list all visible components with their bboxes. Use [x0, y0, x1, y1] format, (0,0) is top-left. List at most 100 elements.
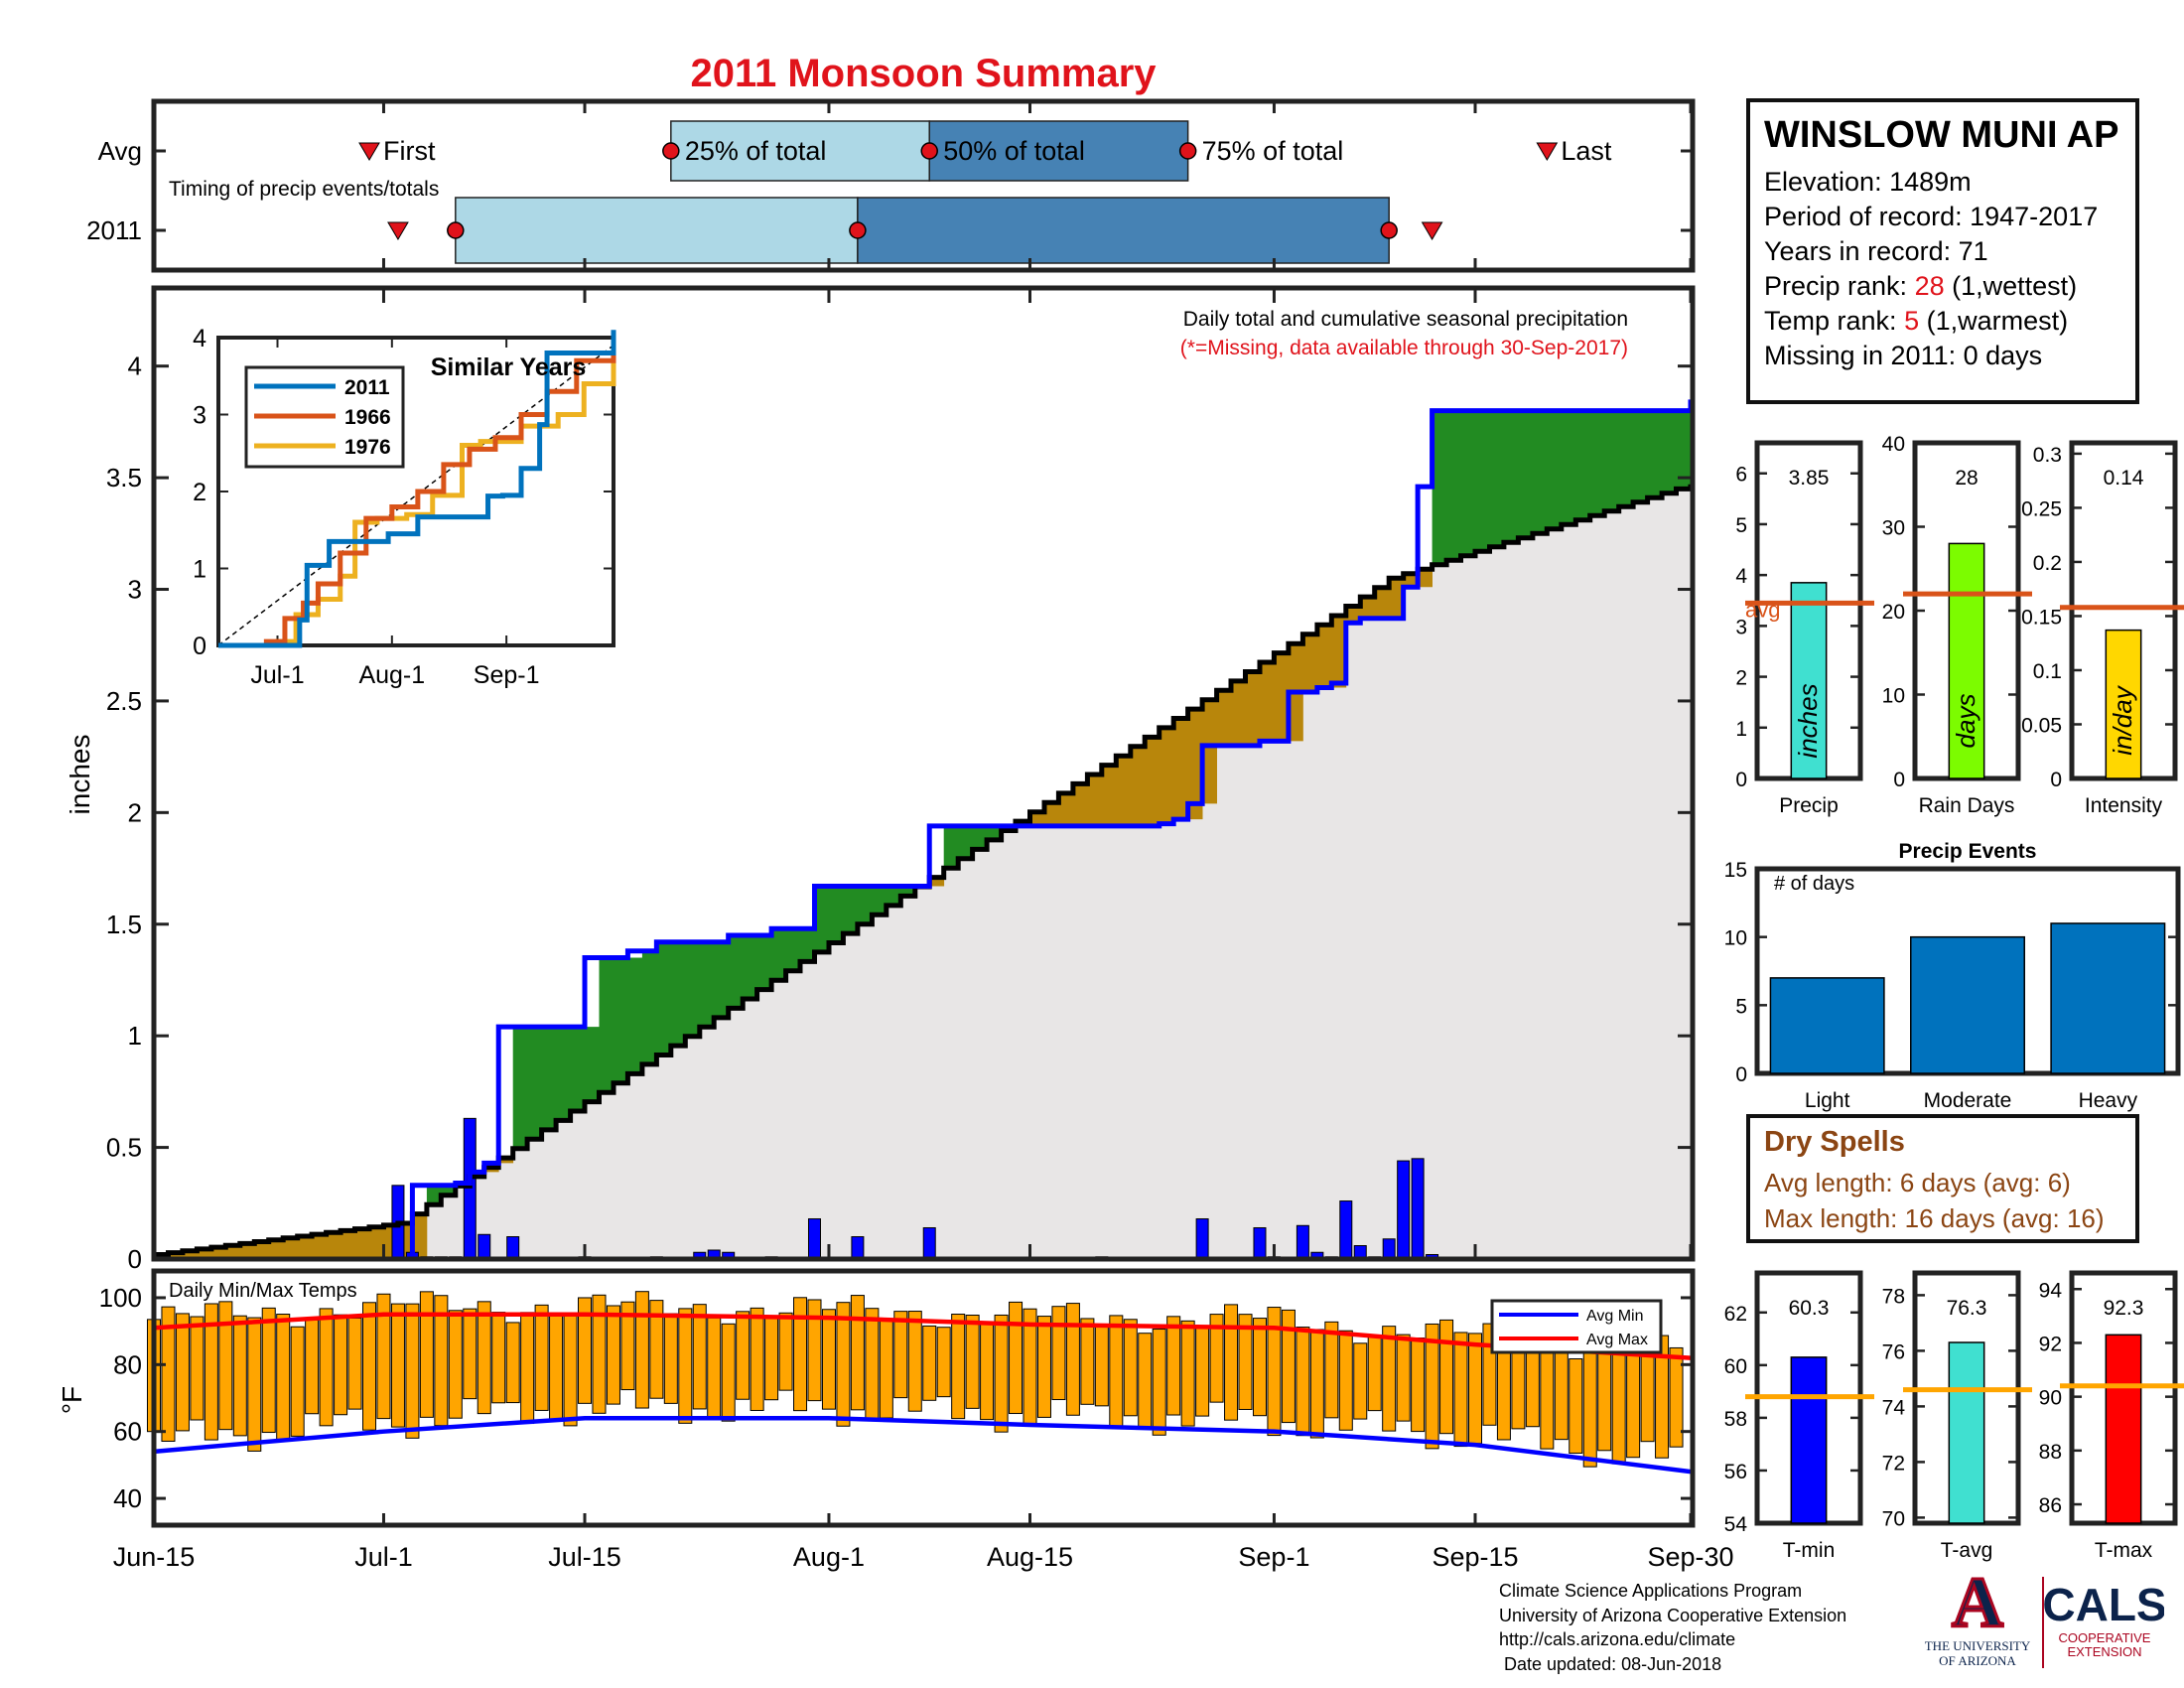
inset-legend-label: 1976 [344, 436, 391, 459]
daily-temp-bar [879, 1318, 893, 1419]
daily-precip-bar [1296, 1224, 1309, 1260]
daily-temp-bar [793, 1297, 808, 1412]
timing-year-q1-box [455, 197, 859, 264]
daily-temp-bar [534, 1304, 549, 1411]
daily-temp-bar [578, 1297, 593, 1404]
university-logo: A THE UNIVERSITY OF ARIZONA CALS COOPERA… [1925, 1569, 2164, 1668]
daily-temp-bar [994, 1314, 1009, 1433]
date-tick-label: Sep-1 [1238, 1542, 1309, 1572]
arizona-a-icon: A [1952, 1569, 2003, 1642]
daily-temp-bar [1367, 1335, 1382, 1412]
daily-temp-bar [390, 1303, 405, 1428]
timing-year-last-marker [1421, 221, 1443, 240]
daily-temp-bar [980, 1324, 995, 1421]
daily-precip-bar [1195, 1218, 1209, 1260]
logo-university-line-2: OF ARIZONA [1939, 1653, 2016, 1668]
date-tick-label: Jun-15 [113, 1542, 196, 1572]
daily-temp-bar [232, 1315, 247, 1437]
tavg-stat-bar [1948, 1341, 1985, 1524]
timing-avg-percentile-marker-1 [662, 142, 680, 160]
daily-precip-bar [1397, 1160, 1411, 1260]
tavg-stat-ytick-label: 70 [1882, 1507, 1905, 1530]
cumulative-ytick-label: 4 [128, 352, 142, 381]
date-tick-label: Sep-30 [1647, 1542, 1733, 1572]
cumulative-ytick-label: 0.5 [106, 1133, 142, 1163]
tmax-stat-ytick-label: 92 [2039, 1333, 2062, 1355]
daily-temp-bar [1152, 1329, 1166, 1436]
tmin-stat-xlabel: T-min [1783, 1539, 1836, 1562]
daily-temp-bar [764, 1317, 779, 1401]
daily-temp-bar [1166, 1316, 1181, 1416]
intensity-stat-ytick-label: 0 [2050, 769, 2062, 791]
timing-year-q2-box [857, 197, 1390, 264]
temps-ytick-label: 80 [113, 1349, 142, 1379]
tavg-stat-value-label: 76.3 [1947, 1297, 1987, 1320]
intensity-stat-value-label: 0.14 [2104, 467, 2144, 490]
daily-temp-bar [1467, 1333, 1483, 1445]
station-name: WINSLOW MUNI AP [1764, 114, 2119, 156]
daily-temp-bar [549, 1313, 564, 1421]
timing-year-label: 2011 [86, 215, 142, 245]
daily-temp-bar [1453, 1332, 1468, 1448]
daily-temp-bar [1138, 1333, 1153, 1429]
timing-year-first-marker [387, 221, 409, 240]
daily-temp-bar [649, 1300, 664, 1399]
daily-precip-bar [807, 1218, 821, 1260]
daily-temp-bar [1309, 1329, 1324, 1439]
tmin-stat-ytick-label: 54 [1724, 1513, 1748, 1536]
raindays-stat-value-label: 28 [1955, 467, 1978, 490]
tmin-stat-ytick-label: 60 [1724, 1355, 1747, 1378]
inset-ytick-label: 4 [193, 325, 206, 352]
daily-temp-bar [1296, 1327, 1310, 1437]
precip-events-bar [1769, 977, 1885, 1074]
daily-temp-bar [678, 1308, 693, 1424]
inset-ytick-label: 3 [193, 402, 206, 430]
daily-temp-bar [1525, 1343, 1540, 1428]
missing-days: Missing in 2011: 0 days [1764, 341, 2043, 370]
tmin-stat-ytick-label: 56 [1724, 1461, 1747, 1483]
daily-temp-bar [448, 1310, 463, 1419]
daily-temp-bar [305, 1319, 320, 1415]
intensity-stat-ytick-label: 0.2 [2033, 552, 2062, 575]
timing-p25-label: 25% of total [685, 136, 827, 166]
credits-line-3: http://cals.arizona.edu/climate [1499, 1629, 1736, 1649]
timing-year-percentile-marker-3 [1380, 221, 1398, 239]
daily-temp-bar [606, 1305, 620, 1405]
daily-temp-bar [707, 1317, 722, 1421]
daily-temp-bar [1611, 1350, 1626, 1465]
daily-temp-bar [204, 1303, 218, 1441]
precip-rank-suffix: (1,wettest) [1944, 271, 2078, 301]
daily-temp-bar [1109, 1315, 1124, 1428]
cumulative-ytick-label: 3 [128, 575, 142, 605]
tmax-stat-ytick-label: 88 [2039, 1441, 2062, 1464]
raindays-stat-xlabel: Rain Days [1919, 794, 2015, 817]
daily-temp-bar [1281, 1309, 1296, 1424]
avg-max-temp-line [153, 1312, 1692, 1360]
precip-stat-avg-label: avg [1745, 597, 1780, 622]
daily-temp-bar [405, 1303, 420, 1439]
daily-temp-bar [907, 1311, 922, 1412]
daily-temp-bar [1036, 1316, 1051, 1418]
logo-cals: CALS [2042, 1579, 2164, 1630]
credits-line-4: Date updated: 08-Jun-2018 [1499, 1653, 1722, 1674]
daily-precip-bar [1339, 1200, 1353, 1260]
daily-temp-bar [836, 1302, 851, 1427]
daily-temp-bar [692, 1304, 707, 1410]
dry-spells-max: Max length: 16 days (avg: 16) [1764, 1203, 2105, 1233]
daily-temp-bar [376, 1293, 391, 1420]
cumulative-ytick-label: 1.5 [106, 910, 142, 939]
tmax-stat-value-label: 92.3 [2104, 1297, 2144, 1320]
timing-first-label: First [383, 136, 436, 166]
inset-ytick-label: 1 [193, 556, 206, 584]
daily-temp-bar [936, 1327, 951, 1398]
daily-temp-bar [276, 1314, 291, 1441]
daily-precip-bar [463, 1117, 477, 1260]
date-tick-label: Jul-1 [354, 1542, 413, 1572]
daily-temp-bar [663, 1313, 678, 1404]
inset-xtick-label: Sep-1 [474, 661, 540, 689]
tavg-stat-xlabel: T-avg [1941, 1539, 1993, 1562]
temps-legend-max-label: Avg Max [1586, 1332, 1648, 1348]
daily-temp-bar [620, 1301, 635, 1391]
precip-rank-value: 28 [1914, 271, 1945, 301]
timing-avg-percentile-marker-2 [920, 142, 938, 160]
